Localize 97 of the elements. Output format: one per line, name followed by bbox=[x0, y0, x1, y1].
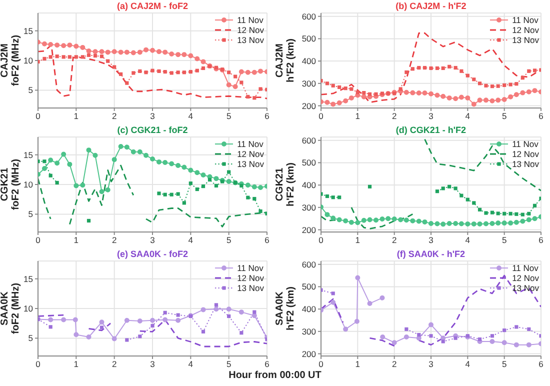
x-tick-label: 5 bbox=[502, 359, 507, 370]
x-tick-label: 5 bbox=[226, 111, 232, 122]
x-tick-label: 0 bbox=[36, 235, 41, 246]
x-tick-label: 6 bbox=[538, 359, 544, 370]
x-tick-label: 3 bbox=[150, 235, 156, 246]
y-tick-label: 5 bbox=[28, 85, 34, 96]
x-tick-label: 5 bbox=[226, 359, 232, 370]
x-tick-label: 5 bbox=[502, 111, 507, 122]
x-tick-label: 6 bbox=[538, 111, 544, 122]
x-tick-label: 1 bbox=[74, 111, 79, 122]
y-axis-title: SAA0K h'F2 (km) bbox=[274, 286, 296, 331]
chart-title: (b) CAJ2M - h'F2 bbox=[394, 1, 468, 11]
y-tick-label: 300 bbox=[302, 202, 316, 212]
legend-label: 13 Nov bbox=[237, 159, 264, 169]
legend-label: 13 Nov bbox=[512, 159, 539, 169]
y-tick-label: 15 bbox=[24, 150, 34, 160]
legend-label: 12 Nov bbox=[237, 273, 264, 283]
y-tick-label: 200 bbox=[302, 100, 316, 111]
y-tick-label: 5 bbox=[28, 333, 34, 344]
y-axis-title: CAJ2M h'F2 (km) bbox=[274, 38, 296, 83]
y-axis-title: SAA0K foF2 (MHz) bbox=[0, 282, 22, 334]
legend-label: 13 Nov bbox=[512, 35, 539, 45]
legend-label: 12 Nov bbox=[512, 149, 539, 159]
y-axis-title: CGK21 foF2 (MHz) bbox=[0, 158, 22, 210]
y-tick-label: 600 bbox=[302, 11, 316, 22]
chart-title: (c) CGK21 - foF2 bbox=[116, 125, 189, 135]
legend-label: 13 Nov bbox=[237, 35, 264, 45]
x-tick-label: 0 bbox=[318, 235, 324, 246]
y-tick-label: 500 bbox=[302, 158, 316, 168]
y-tick-label: 500 bbox=[302, 34, 316, 44]
y-axis-title: CAJ2M foF2 (MHz) bbox=[0, 34, 22, 86]
x-tick-label: 4 bbox=[188, 359, 194, 370]
x-tick-label: 1 bbox=[74, 235, 79, 246]
y-tick-label: 10 bbox=[24, 180, 34, 190]
legend-label: 13 Nov bbox=[512, 283, 539, 293]
y-tick-label: 400 bbox=[302, 56, 316, 66]
x-tick-label: 4 bbox=[188, 235, 194, 246]
y-tick-label: 200 bbox=[302, 224, 316, 235]
legend-label: 11 Nov bbox=[237, 139, 264, 149]
x-tick-label: 4 bbox=[465, 111, 470, 122]
x-tick-label: 3 bbox=[428, 235, 434, 246]
chart-title: (e) SAA0K - foF2 bbox=[116, 249, 189, 259]
y-tick-label: 200 bbox=[302, 348, 316, 359]
y-tick-label: 300 bbox=[302, 326, 316, 336]
y-tick-label: 15 bbox=[24, 26, 34, 36]
x-tick-label: 3 bbox=[428, 359, 434, 370]
x-tick-label: 1 bbox=[74, 359, 79, 370]
chart-title: (a) CAJ2M - foF2 bbox=[116, 1, 189, 11]
legend-label: 12 Nov bbox=[512, 273, 539, 283]
legend-label: 12 Nov bbox=[237, 25, 264, 35]
x-tick-label: 3 bbox=[428, 111, 434, 122]
x-tick-label: 0 bbox=[36, 359, 41, 370]
x-tick-label: 1 bbox=[355, 359, 360, 370]
x-tick-label: 2 bbox=[112, 111, 117, 122]
legend-label: 12 Nov bbox=[512, 25, 539, 35]
x-tick-label: 2 bbox=[112, 359, 117, 370]
x-tick-label: 0 bbox=[36, 111, 41, 122]
x-tick-label: 6 bbox=[264, 359, 270, 370]
legend-label: 11 Nov bbox=[237, 15, 264, 25]
x-tick-label: 2 bbox=[392, 111, 397, 122]
legend-label: 11 Nov bbox=[512, 15, 538, 25]
legend-label: 11 Nov bbox=[512, 139, 538, 149]
y-tick-label: 300 bbox=[302, 78, 316, 88]
x-tick-label: 5 bbox=[502, 235, 507, 246]
y-tick-label: 600 bbox=[302, 259, 316, 270]
legend-label: 12 Nov bbox=[237, 149, 264, 159]
x-tick-label: 6 bbox=[264, 111, 270, 122]
y-tick-label: 10 bbox=[24, 304, 34, 314]
x-tick-label: 4 bbox=[465, 359, 470, 370]
x-tick-label: 2 bbox=[112, 235, 117, 246]
y-tick-label: 600 bbox=[302, 135, 316, 146]
x-tick-label: 4 bbox=[188, 111, 194, 122]
y-tick-label: 500 bbox=[302, 282, 316, 292]
legend-label: 13 Nov bbox=[237, 283, 264, 293]
y-tick-label: 10 bbox=[24, 56, 34, 66]
chart-title: (d) CGK21 - h'F2 bbox=[394, 125, 468, 135]
x-tick-label: 5 bbox=[226, 235, 232, 246]
y-tick-label: 5 bbox=[28, 209, 34, 220]
x-tick-label: 1 bbox=[355, 235, 360, 246]
legend-label: 11 Nov bbox=[512, 263, 538, 273]
x-tick-label: 6 bbox=[538, 235, 544, 246]
x-tick-label: 4 bbox=[465, 235, 470, 246]
legend-label: 11 Nov bbox=[237, 263, 264, 273]
x-tick-label: 1 bbox=[355, 111, 360, 122]
x-tick-label: 0 bbox=[318, 111, 324, 122]
y-tick-label: 15 bbox=[24, 274, 34, 284]
y-axis-title: CGK21 h'F2 (km) bbox=[274, 162, 296, 207]
x-tick-label: 0 bbox=[318, 359, 324, 370]
x-tick-label: 2 bbox=[392, 235, 397, 246]
y-tick-label: 400 bbox=[302, 304, 316, 314]
x-tick-label: 3 bbox=[150, 111, 156, 122]
chart-title: (f) SAA0K - h'F2 bbox=[396, 249, 466, 259]
x-tick-label: 3 bbox=[150, 359, 156, 370]
x-tick-label: 2 bbox=[392, 359, 397, 370]
x-tick-label: 6 bbox=[264, 235, 270, 246]
x-axis-title: Hour from 00:00 UT bbox=[228, 370, 322, 381]
y-tick-label: 400 bbox=[302, 180, 316, 190]
